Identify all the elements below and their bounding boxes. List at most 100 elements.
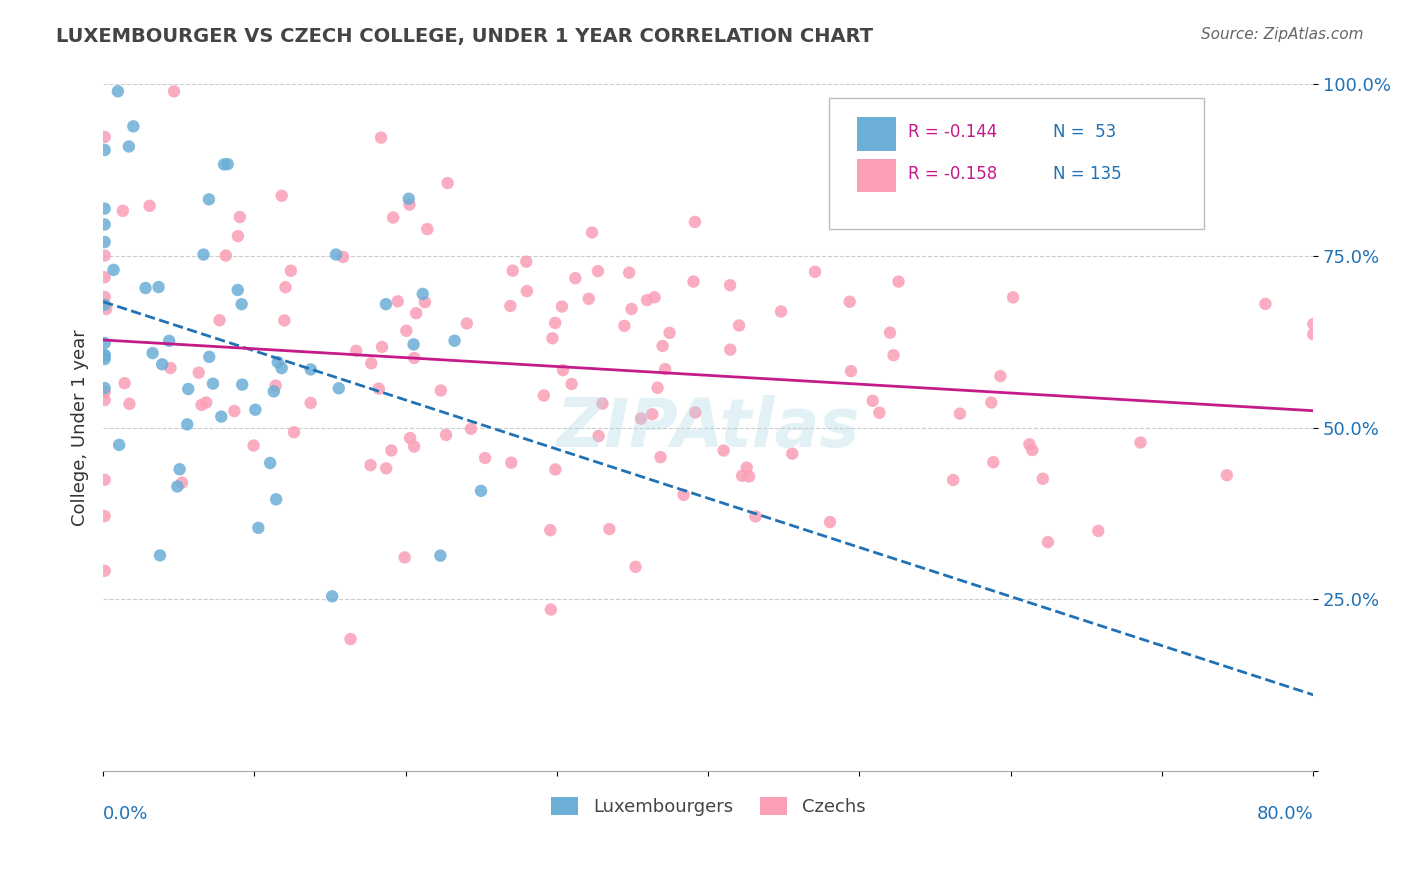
Point — [209, 409, 232, 424]
Text: Source: ZipAtlas.com: Source: ZipAtlas.com — [1201, 27, 1364, 42]
Text: LUXEMBOURGER VS CZECH COLLEGE, UNDER 1 YEAR CORRELATION CHART: LUXEMBOURGER VS CZECH COLLEGE, UNDER 1 Y… — [56, 27, 873, 45]
Point — [217, 157, 239, 171]
Point — [224, 404, 246, 418]
Point — [270, 361, 292, 376]
Point — [93, 384, 115, 399]
Point — [598, 522, 620, 536]
Point — [456, 317, 478, 331]
Point — [360, 356, 382, 370]
Point — [641, 407, 664, 421]
Point — [399, 431, 422, 445]
Text: N =  53: N = 53 — [1053, 123, 1116, 142]
Point — [516, 284, 538, 298]
Point — [770, 304, 793, 318]
Point — [157, 334, 180, 348]
Point — [339, 632, 361, 646]
Point — [212, 157, 235, 171]
Point — [264, 492, 287, 507]
FancyBboxPatch shape — [830, 98, 1205, 228]
Point — [93, 290, 115, 304]
Point — [1021, 443, 1043, 458]
Point — [533, 388, 555, 402]
Point — [198, 192, 221, 206]
Point — [398, 192, 420, 206]
Point — [499, 299, 522, 313]
Point — [578, 292, 600, 306]
Point — [159, 361, 181, 376]
Point — [728, 318, 751, 333]
Point — [247, 521, 270, 535]
Point — [108, 438, 131, 452]
Point — [738, 469, 761, 483]
Point — [382, 211, 405, 225]
Point — [93, 143, 115, 157]
Point — [405, 306, 427, 320]
Point — [713, 443, 735, 458]
Point — [1302, 327, 1324, 342]
Point — [651, 339, 673, 353]
Point — [744, 509, 766, 524]
Point — [169, 462, 191, 476]
Point — [118, 139, 141, 153]
Point — [564, 271, 586, 285]
Point — [93, 298, 115, 312]
Point — [907, 213, 929, 227]
Point — [242, 438, 264, 452]
Point — [436, 176, 458, 190]
Point — [118, 397, 141, 411]
Point — [654, 362, 676, 376]
Y-axis label: College, Under 1 year: College, Under 1 year — [72, 329, 89, 526]
Point — [107, 84, 129, 98]
Point — [818, 515, 841, 529]
Point — [460, 422, 482, 436]
Point — [93, 509, 115, 524]
Point — [344, 343, 367, 358]
Point — [619, 266, 641, 280]
Point — [93, 336, 115, 351]
Point — [1087, 524, 1109, 538]
Point — [429, 549, 451, 563]
Point — [551, 300, 574, 314]
Text: ZIPAtlas: ZIPAtlas — [557, 394, 859, 460]
Point — [93, 218, 115, 232]
Point — [1129, 435, 1152, 450]
Point — [226, 283, 249, 297]
Point — [375, 461, 398, 475]
Point — [683, 215, 706, 229]
Point — [267, 355, 290, 369]
Point — [332, 250, 354, 264]
Point — [502, 263, 524, 277]
Legend: Luxembourgers, Czechs: Luxembourgers, Czechs — [544, 789, 872, 823]
Point — [412, 287, 434, 301]
Point — [981, 455, 1004, 469]
Point — [731, 468, 754, 483]
Text: R = -0.144: R = -0.144 — [908, 123, 997, 142]
FancyBboxPatch shape — [858, 159, 896, 192]
Point — [879, 326, 901, 340]
Point — [474, 450, 496, 465]
Point — [1254, 297, 1277, 311]
Point — [231, 297, 253, 311]
Point — [273, 313, 295, 327]
Point — [111, 203, 134, 218]
Point — [163, 84, 186, 98]
Point — [592, 396, 614, 410]
Point — [586, 264, 609, 278]
Point — [398, 197, 420, 211]
Point — [443, 334, 465, 348]
Point — [93, 381, 115, 395]
Point — [328, 381, 350, 395]
Point — [201, 376, 224, 391]
Point — [93, 348, 115, 362]
Point — [321, 590, 343, 604]
Point — [198, 350, 221, 364]
Point — [588, 429, 610, 443]
Point — [990, 369, 1012, 384]
Point — [404, 351, 426, 365]
Point — [177, 382, 200, 396]
Point — [538, 523, 561, 537]
Point — [980, 395, 1002, 409]
Point — [413, 295, 436, 310]
Point — [470, 483, 492, 498]
Point — [402, 337, 425, 351]
